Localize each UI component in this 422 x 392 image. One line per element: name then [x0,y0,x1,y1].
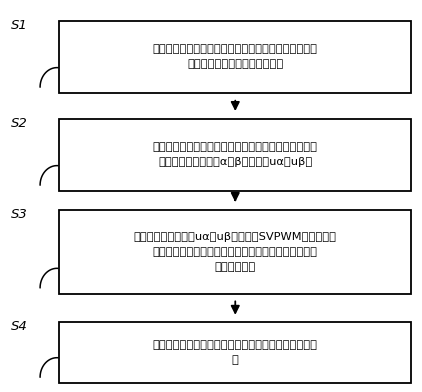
Text: 根据各阶段所需的（uα，uβ），采用SVPWM控制永磁同: 根据各阶段所需的（uα，uβ），采用SVPWM控制永磁同 [134,232,337,242]
Bar [59,20,411,93]
Text: 角: 角 [232,355,239,365]
Text: 对电压幅值进行分配，以获取当前周期内各阶段所需的: 对电压幅值进行分配，以获取当前周期内各阶段所需的 [153,142,318,152]
Text: S4: S4 [11,321,27,334]
Bar [59,322,411,383]
Bar [59,209,411,294]
Text: 两相静止坐标系下的α、β轴电压（uα，uβ）: 两相静止坐标系下的α、β轴电压（uα，uβ） [158,157,312,167]
Bar [59,118,411,191]
Text: S2: S2 [11,117,27,130]
Text: 和电流参考值计算得到电压幅值: 和电流参考值计算得到电压幅值 [187,59,284,69]
Text: 获取永磁同步电机三相电流中的最大值，并根据最大值: 获取永磁同步电机三相电流中的最大值，并根据最大值 [153,44,318,54]
Text: S1: S1 [11,19,27,32]
Text: 根据位置传感器在各阶段输出的位置信号计算零位补偿: 根据位置传感器在各阶段输出的位置信号计算零位补偿 [153,340,318,350]
Text: S3: S3 [11,208,27,221]
Text: 出的位置信号: 出的位置信号 [215,261,256,272]
Text: 步电机，并读取永磁同步电机的位置传感器在各阶段输: 步电机，并读取永磁同步电机的位置传感器在各阶段输 [153,247,318,257]
